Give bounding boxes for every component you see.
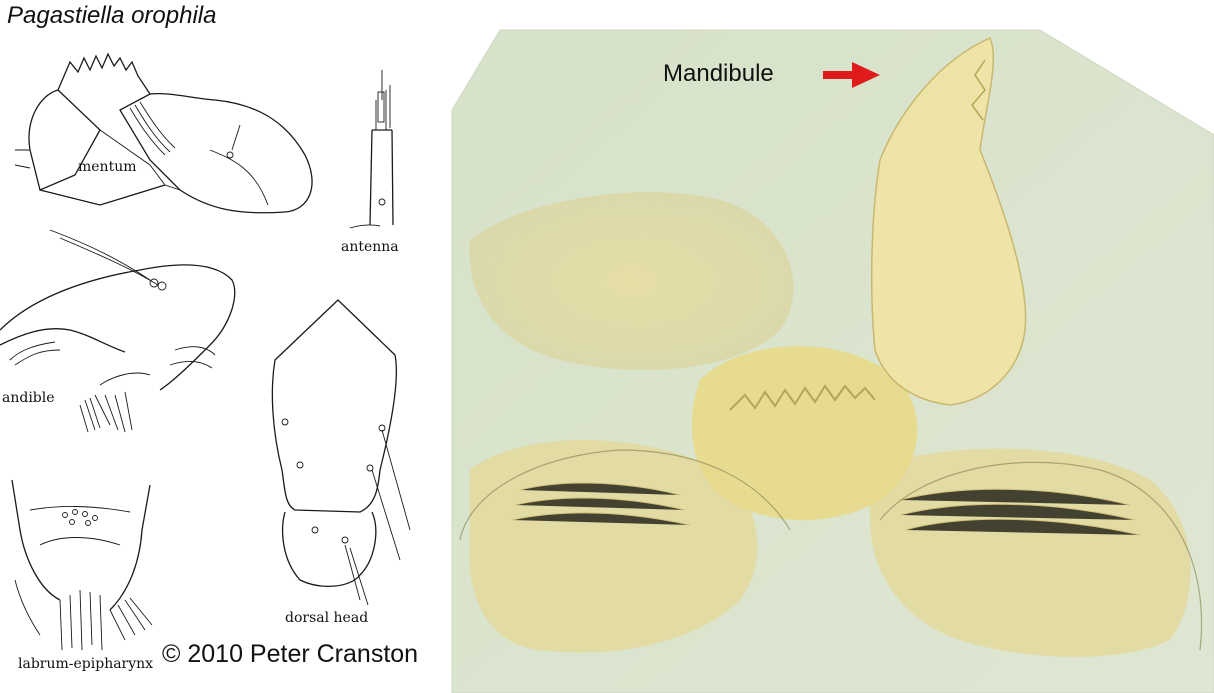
mandible-drawing [0,229,236,433]
copyright-notice: © 2010 Peter Cranston [162,640,419,668]
mandible-label: andible [2,390,55,406]
labrum-epipharynx-drawing [11,479,153,651]
antenna-drawing [349,70,394,229]
line-drawings-panel: mentum antenna andible dorsal head [0,52,411,672]
labrum-epipharynx-label: labrum-epipharynx [18,656,153,672]
mandibule-annotation: Mandibule [663,60,774,87]
arrow-icon [823,62,880,88]
antenna-label: antenna [341,239,399,255]
species-title: Pagastiella orophila [7,2,217,29]
mentum-label: mentum [78,159,137,175]
dorsal-head-label: dorsal head [285,610,368,626]
mentum-drawing [14,52,313,214]
dorsal-head-drawing [271,299,411,606]
